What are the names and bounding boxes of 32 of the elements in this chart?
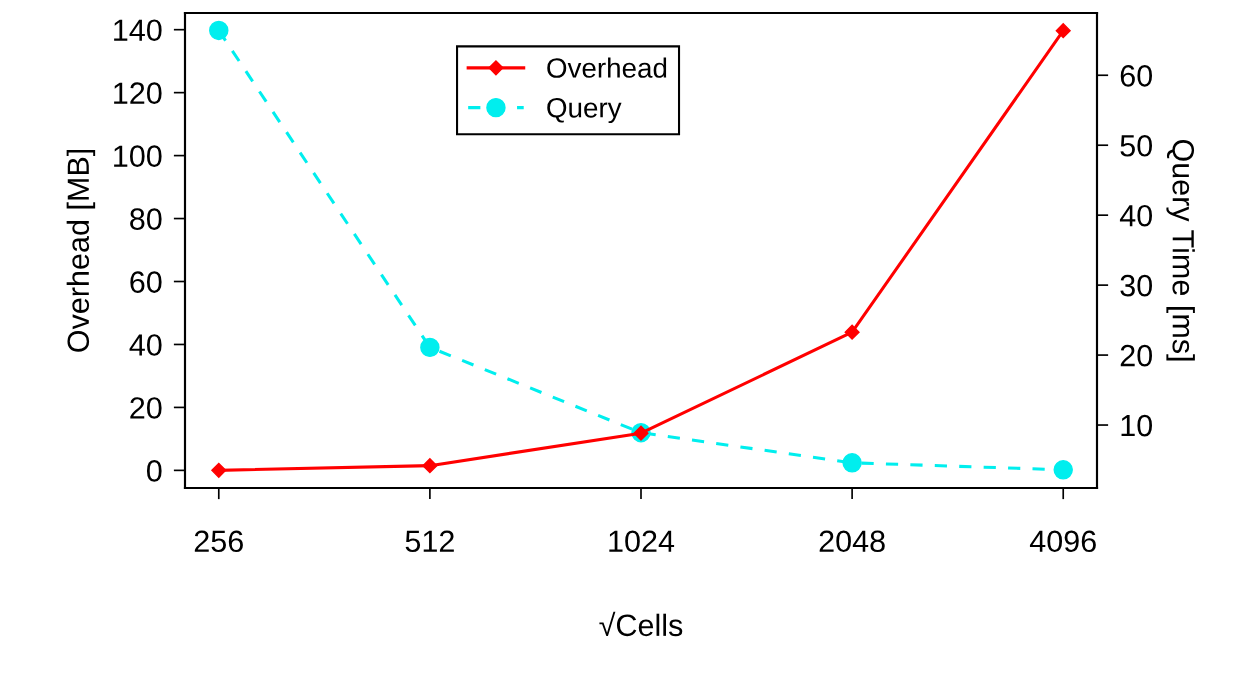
x-tick-label: 4096 [1029,530,1096,553]
point [842,453,862,473]
y-tick-label: 40 [129,334,162,356]
x-tick-label: 1024 [609,530,675,553]
point [420,337,440,358]
legend-label: Query [547,97,622,124]
y2-tick-label: 30 [1120,274,1153,297]
y-tick-label: 100 [114,145,162,167]
y2-tick-label: 20 [1120,344,1153,367]
x-tick-label: 2048 [819,530,885,553]
point [422,458,438,474]
y-tick-label: 80 [130,208,162,230]
x-tick-label: 512 [405,530,454,553]
point [211,462,227,478]
y-tick-label: 20 [130,397,162,419]
x-tick-label: 256 [194,530,243,553]
point [209,20,229,41]
point [1053,460,1073,480]
y2-tick-label: 40 [1119,204,1153,227]
y2-tick-label: 60 [1120,65,1153,87]
y-tick-label: 0 [146,460,162,482]
y2-tick-label: 10 [1121,414,1153,437]
y2-tick-label: 50 [1120,134,1153,157]
y-tick-label: 120 [114,82,162,105]
x-axis-title: √Cells [599,611,683,637]
y-tick-label: 60 [130,271,162,293]
point [1055,23,1071,39]
y-tick-label: 140 [114,19,162,42]
point [844,324,860,340]
legend-label: Overhead [547,57,667,78]
y-axis-title: Overhead [MB] [66,149,96,352]
y2-axis-title: Query Time [ms] [1166,139,1195,361]
